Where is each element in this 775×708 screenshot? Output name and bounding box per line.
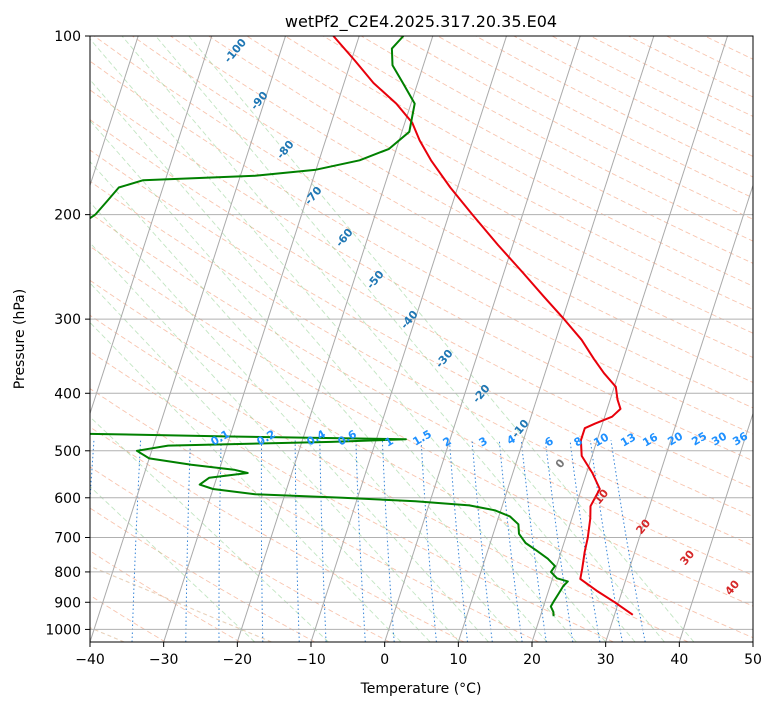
x-tick-label: −20 <box>223 652 253 668</box>
moist-adiabat-line <box>90 321 402 642</box>
dewpoint-line <box>90 36 569 617</box>
mixing-ratio-line <box>544 440 574 642</box>
y-tick-label: 400 <box>54 386 81 402</box>
plot-frame <box>89 35 754 643</box>
dry-adiabat-line <box>90 594 166 642</box>
dry-adiabat-line <box>284 36 753 287</box>
mixing-ratio-line <box>471 440 493 642</box>
dry-adiabat-line <box>90 119 753 489</box>
dry-adiabat-line <box>90 388 539 642</box>
dry-adiabat-line <box>90 212 753 576</box>
dry-adiabat-line <box>246 36 753 310</box>
moist-adiabat-line <box>90 201 489 642</box>
isotherm-line <box>605 183 753 642</box>
isotherm-line <box>236 36 434 642</box>
moist-adiabat-line <box>90 282 431 642</box>
y-tick-label: 800 <box>54 565 81 581</box>
dry-adiabat-line <box>170 36 753 359</box>
mixing-ratio-line <box>355 440 366 642</box>
isotherm-line <box>310 36 507 642</box>
mixing-ratio-line <box>185 440 191 642</box>
y-axis-label: Pressure (hPa) <box>12 289 28 389</box>
y-tick-label: 700 <box>54 531 81 547</box>
mixing-ratio-line <box>420 440 437 642</box>
x-axis: −40 −30 −20 −10 0 10 20 30 40 50 <box>75 642 762 668</box>
moist-adiabat-line <box>90 38 607 642</box>
moist-adiabat-line <box>188 36 695 642</box>
isotherm-line <box>163 36 360 642</box>
background-lines <box>90 36 753 642</box>
isotherm-line <box>90 36 139 188</box>
mixing-ratio-line <box>260 440 264 642</box>
x-tick-label: 50 <box>744 652 762 668</box>
dry-adiabat-line <box>90 550 241 642</box>
x-tick-label: −40 <box>75 652 105 668</box>
moist-adiabat-line <box>90 416 329 642</box>
moist-adiabat-line <box>155 36 665 642</box>
mixing-ratio-line <box>589 440 623 642</box>
mixing-ratio-line <box>569 440 601 642</box>
dry-adiabat-line <box>90 180 753 547</box>
y-tick-label: 900 <box>54 595 81 611</box>
x-tick-label: −30 <box>149 652 179 668</box>
y-tick-label: 300 <box>54 312 81 328</box>
dry-adiabat-line <box>90 89 753 462</box>
isotherm-line <box>90 36 286 642</box>
x-axis-label: Temperature (°C) <box>360 681 482 697</box>
data-lines <box>90 36 634 617</box>
dry-adiabat-line <box>90 314 689 642</box>
y-tick-label: 200 <box>54 208 81 224</box>
y-tick-label: 600 <box>54 491 81 507</box>
moist-adiabat-line <box>90 242 460 642</box>
temperature-line <box>332 36 634 616</box>
mixing-ratio-line <box>520 440 547 642</box>
x-tick-label: 40 <box>670 652 688 668</box>
dry-adiabat-line <box>90 60 753 435</box>
dry-adiabat-line <box>90 466 390 642</box>
y-tick-label: 500 <box>54 444 81 460</box>
dry-adiabat-line <box>208 36 753 334</box>
mixing-ratio-line <box>498 440 523 642</box>
y-axis: 1000 900 800 700 600 500 400 300 200 100 <box>45 29 90 638</box>
isotherm-line <box>678 411 753 642</box>
x-tick-label: 10 <box>449 652 467 668</box>
dry-adiabat-line <box>90 149 753 518</box>
mixing-ratio-line <box>449 440 468 642</box>
x-tick-label: 0 <box>380 652 389 668</box>
mixing-ratio-line <box>131 440 142 642</box>
x-tick-label: −10 <box>296 652 326 668</box>
chart-title: wetPf2_C2E4.2025.317.20.35.E04 <box>285 12 557 32</box>
moist-adiabat-line <box>90 160 519 642</box>
grid-lines <box>90 36 753 642</box>
mixing-ratio-line <box>218 440 222 642</box>
dry-adiabat-line <box>90 426 465 642</box>
dry-adiabat-line <box>90 350 614 642</box>
y-tick-label: 1000 <box>45 622 81 638</box>
moist-adiabat-line <box>90 119 548 642</box>
isotherm-line <box>531 36 728 642</box>
x-tick-label: 30 <box>597 652 615 668</box>
dry-adiabat-line <box>90 245 753 607</box>
x-tick-label: 20 <box>523 652 541 668</box>
mixing-ratio-line <box>319 440 327 642</box>
isotherm-line <box>384 36 581 642</box>
y-tick-label: 100 <box>54 29 81 45</box>
isotherm-line <box>457 36 655 642</box>
isotherm-line <box>90 36 213 416</box>
mixing-ratio-line <box>294 440 300 642</box>
mixing-ratio-line <box>610 440 646 642</box>
